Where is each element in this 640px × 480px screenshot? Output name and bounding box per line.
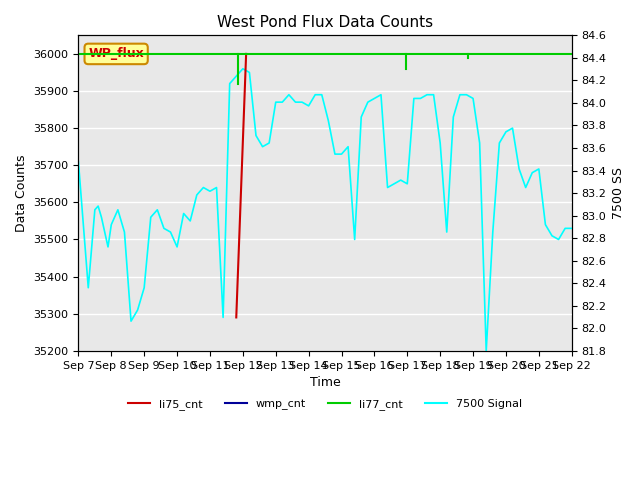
Legend: li75_cnt, wmp_cnt, li77_cnt, 7500 Signal: li75_cnt, wmp_cnt, li77_cnt, 7500 Signal (123, 395, 527, 415)
Title: West Pond Flux Data Counts: West Pond Flux Data Counts (217, 15, 433, 30)
X-axis label: Time: Time (310, 376, 340, 389)
Y-axis label: 7500 SS: 7500 SS (612, 167, 625, 219)
Text: WP_flux: WP_flux (88, 48, 144, 60)
Y-axis label: Data Counts: Data Counts (15, 155, 28, 232)
